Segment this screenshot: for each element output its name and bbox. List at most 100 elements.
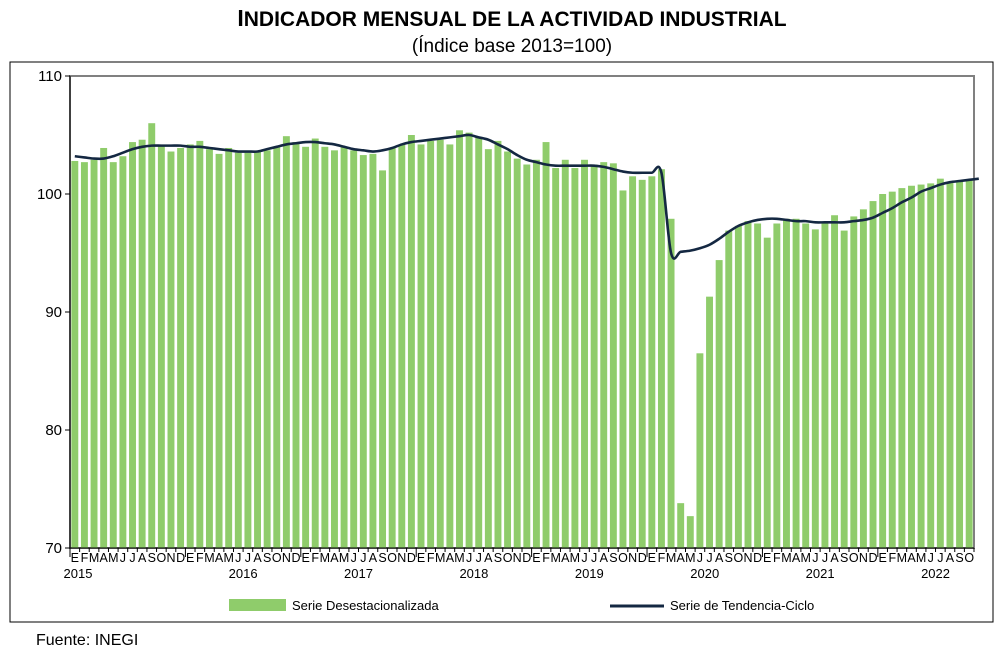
month-tick-label: D <box>522 551 531 565</box>
bar <box>167 151 175 548</box>
bar <box>359 155 367 548</box>
month-tick-label: M <box>339 551 349 565</box>
month-tick-label: A <box>99 551 108 565</box>
month-tick-label: M <box>204 551 214 565</box>
bar <box>734 225 742 549</box>
year-tick-label: 2015 <box>64 566 93 581</box>
month-tick-label: D <box>753 551 762 565</box>
month-tick-label: M <box>666 551 676 565</box>
bar <box>100 147 108 549</box>
month-tick-label: J <box>245 551 251 565</box>
month-tick-label: O <box>849 551 859 565</box>
bar <box>417 144 425 548</box>
bar <box>917 184 925 548</box>
month-tick-label: A <box>330 551 339 565</box>
bar <box>398 144 406 548</box>
month-tick-label: A <box>946 551 955 565</box>
bar <box>715 260 723 548</box>
bar <box>561 159 569 548</box>
month-tick-label: A <box>600 551 609 565</box>
bar <box>619 190 627 548</box>
source-note: Fuente: INEGI <box>36 632 138 649</box>
bar <box>802 223 810 548</box>
month-tick-label: J <box>466 551 472 565</box>
year-tick-label: 2022 <box>921 566 950 581</box>
bar <box>215 153 223 548</box>
bar <box>936 178 944 548</box>
bar <box>648 176 656 549</box>
month-tick-label: A <box>677 551 686 565</box>
month-tick-label: N <box>743 551 752 565</box>
month-tick-label: O <box>964 551 974 565</box>
month-tick-label: J <box>822 551 828 565</box>
month-tick-label: A <box>907 551 916 565</box>
chart-title: INDICADOR MENSUAL DE LA ACTIVIDAD INDUST… <box>237 5 786 31</box>
bar <box>504 151 512 548</box>
month-tick-label: M <box>897 551 907 565</box>
bar <box>186 144 194 548</box>
bar <box>677 503 685 548</box>
bar <box>273 146 281 549</box>
month-tick-label: O <box>734 551 744 565</box>
bar <box>908 185 915 549</box>
month-tick-label: A <box>215 551 224 565</box>
bar <box>494 140 502 548</box>
bar <box>965 179 973 548</box>
month-tick-label: M <box>781 551 791 565</box>
month-tick-label: S <box>840 551 848 565</box>
month-tick-label: O <box>618 551 628 565</box>
bar <box>725 230 733 548</box>
month-tick-label: J <box>129 551 135 565</box>
year-tick-label: 2021 <box>806 566 835 581</box>
bar <box>321 146 329 549</box>
bar <box>436 139 444 548</box>
bar <box>600 162 608 548</box>
month-tick-label: O <box>156 551 166 565</box>
month-tick-label: E <box>71 551 79 565</box>
month-tick-label: J <box>697 551 703 565</box>
bar <box>946 182 954 548</box>
chart-title-rest: NDICADOR MENSUAL DE LA ACTIVIDAD INDUSTR… <box>244 8 787 31</box>
bar <box>706 296 713 548</box>
bar <box>859 209 867 548</box>
bar <box>898 188 906 548</box>
month-tick-label: S <box>263 551 271 565</box>
month-tick-label: J <box>928 551 934 565</box>
bar <box>571 168 579 549</box>
bar <box>811 229 819 548</box>
bar <box>234 152 242 548</box>
month-tick-label: J <box>120 551 126 565</box>
bar <box>783 218 790 548</box>
bar <box>388 147 396 549</box>
bar <box>465 132 473 548</box>
month-tick-label: M <box>685 551 695 565</box>
month-tick-label: M <box>916 551 926 565</box>
month-tick-label: E <box>763 551 771 565</box>
month-tick-label: S <box>955 551 963 565</box>
month-tick-label: S <box>725 551 733 565</box>
y-tick-label: 100 <box>37 186 62 203</box>
chart-title-lead: I <box>237 5 243 31</box>
month-tick-label: F <box>658 551 666 565</box>
bar <box>850 216 858 549</box>
year-tick-label: 2017 <box>344 566 373 581</box>
month-tick-label: A <box>715 551 724 565</box>
month-tick-label: D <box>638 551 647 565</box>
month-tick-label: D <box>407 551 416 565</box>
month-tick-label: M <box>89 551 99 565</box>
bar <box>879 194 887 548</box>
month-tick-label: A <box>446 551 455 565</box>
year-tick-label: 2018 <box>459 566 488 581</box>
year-tick-label: 2016 <box>229 566 258 581</box>
bar-series <box>71 123 973 549</box>
bar <box>552 168 560 549</box>
y-tick-label: 80 <box>45 422 62 439</box>
bar <box>446 144 454 548</box>
bar <box>148 123 156 548</box>
bar <box>792 218 800 548</box>
bar <box>263 150 271 548</box>
bar <box>225 147 233 549</box>
month-tick-label: O <box>503 551 513 565</box>
month-tick-label: F <box>311 551 319 565</box>
